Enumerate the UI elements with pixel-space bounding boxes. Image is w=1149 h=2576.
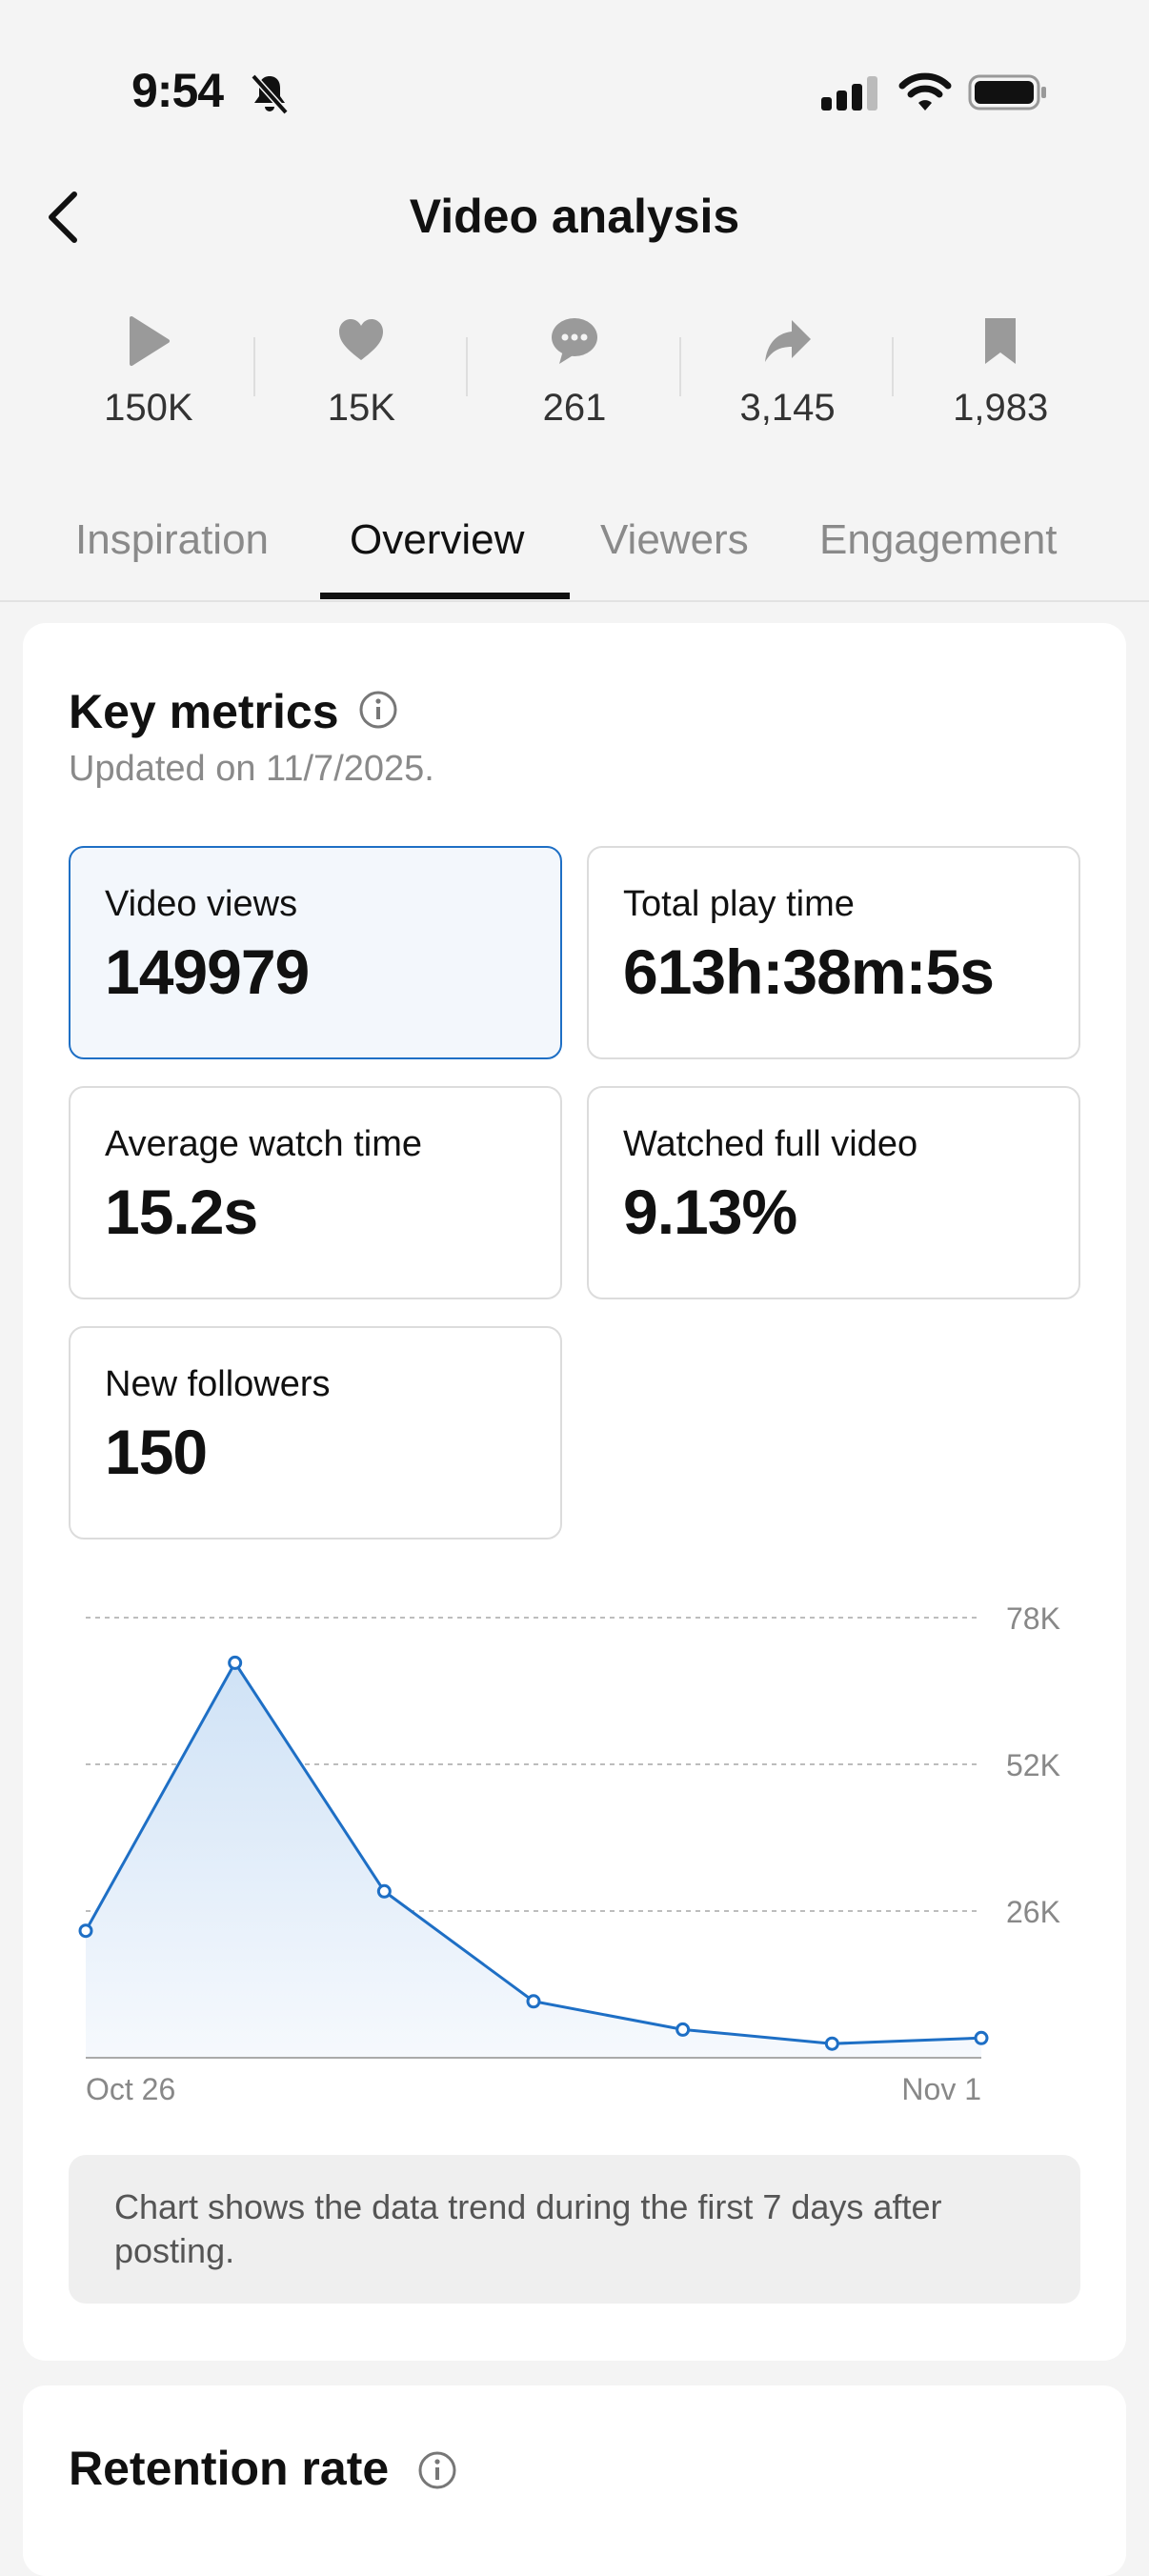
tab-viewers[interactable]: Viewers	[600, 516, 749, 563]
stat-value: 150K	[104, 387, 193, 429]
stat-shares: 3,145	[681, 314, 895, 448]
metric-card-average-watch-time[interactable]: Average watch time 15.2s	[69, 1086, 562, 1299]
metric-label: Watched full video	[623, 1124, 918, 1164]
info-icon[interactable]	[358, 690, 398, 730]
metric-card-watched-full-video[interactable]: Watched full video 9.13%	[587, 1086, 1080, 1299]
bookmark-icon	[985, 318, 1017, 364]
divider	[678, 337, 681, 396]
tab-engagement[interactable]: Engagement	[819, 516, 1058, 563]
metric-label: New followers	[105, 1364, 331, 1404]
updated-date: Updated on 11/7/2025.	[69, 749, 434, 789]
page-title: Video analysis	[409, 190, 740, 243]
tab-overview[interactable]: Overview	[350, 516, 525, 563]
play-icon	[129, 316, 170, 366]
stat-saves: 1,983	[894, 314, 1107, 448]
status-bar: 9:54	[0, 0, 1149, 181]
back-chevron-icon[interactable]	[42, 189, 84, 246]
status-time: 9:54	[131, 64, 224, 117]
metric-value: 9.13%	[623, 1177, 797, 1247]
metric-value: 150	[105, 1417, 208, 1487]
metric-value: 149979	[105, 936, 310, 1007]
stat-value: 1,983	[953, 387, 1049, 429]
stat-likes: 15K	[255, 314, 469, 448]
metric-label: Total play time	[623, 884, 855, 924]
metric-value: 15.2s	[105, 1177, 258, 1247]
metric-card-total-play-time[interactable]: Total play time 613h:38m:5s	[587, 846, 1080, 1059]
stat-views: 150K	[42, 314, 255, 448]
divider	[892, 337, 895, 396]
wifi-icon	[898, 72, 952, 111]
battery-icon	[968, 74, 1046, 111]
divider	[466, 337, 469, 396]
active-tab-indicator	[320, 593, 570, 599]
divider	[252, 337, 255, 396]
heart-icon	[339, 319, 384, 360]
share-icon	[764, 320, 811, 362]
metric-value: 613h:38m:5s	[623, 936, 995, 1007]
key-metrics-title: Key metrics	[69, 685, 339, 738]
stat-value: 15K	[327, 387, 395, 429]
bell-muted-icon	[251, 73, 289, 115]
metric-card-new-followers[interactable]: New followers 150	[69, 1326, 562, 1540]
info-icon[interactable]	[417, 2450, 457, 2490]
tab-bar: Inspiration Overview Viewers Engagement	[0, 488, 1149, 602]
cellular-signal-icon	[821, 76, 877, 111]
metric-label: Video views	[105, 884, 298, 924]
tab-inspiration[interactable]: Inspiration	[75, 516, 270, 563]
stat-comments: 261	[468, 314, 681, 448]
stat-value: 261	[542, 387, 607, 429]
retention-rate-title: Retention rate	[69, 2442, 390, 2495]
comment-icon	[551, 318, 597, 364]
metric-label: Average watch time	[105, 1124, 423, 1164]
chart-note: Chart shows the data trend during the fi…	[69, 2155, 1080, 2304]
video-stats-row: 150K 15K 261 3,145 1,983	[42, 314, 1107, 448]
metric-card-video-views[interactable]: Video views 149979	[69, 846, 562, 1059]
stat-value: 3,145	[739, 387, 836, 429]
